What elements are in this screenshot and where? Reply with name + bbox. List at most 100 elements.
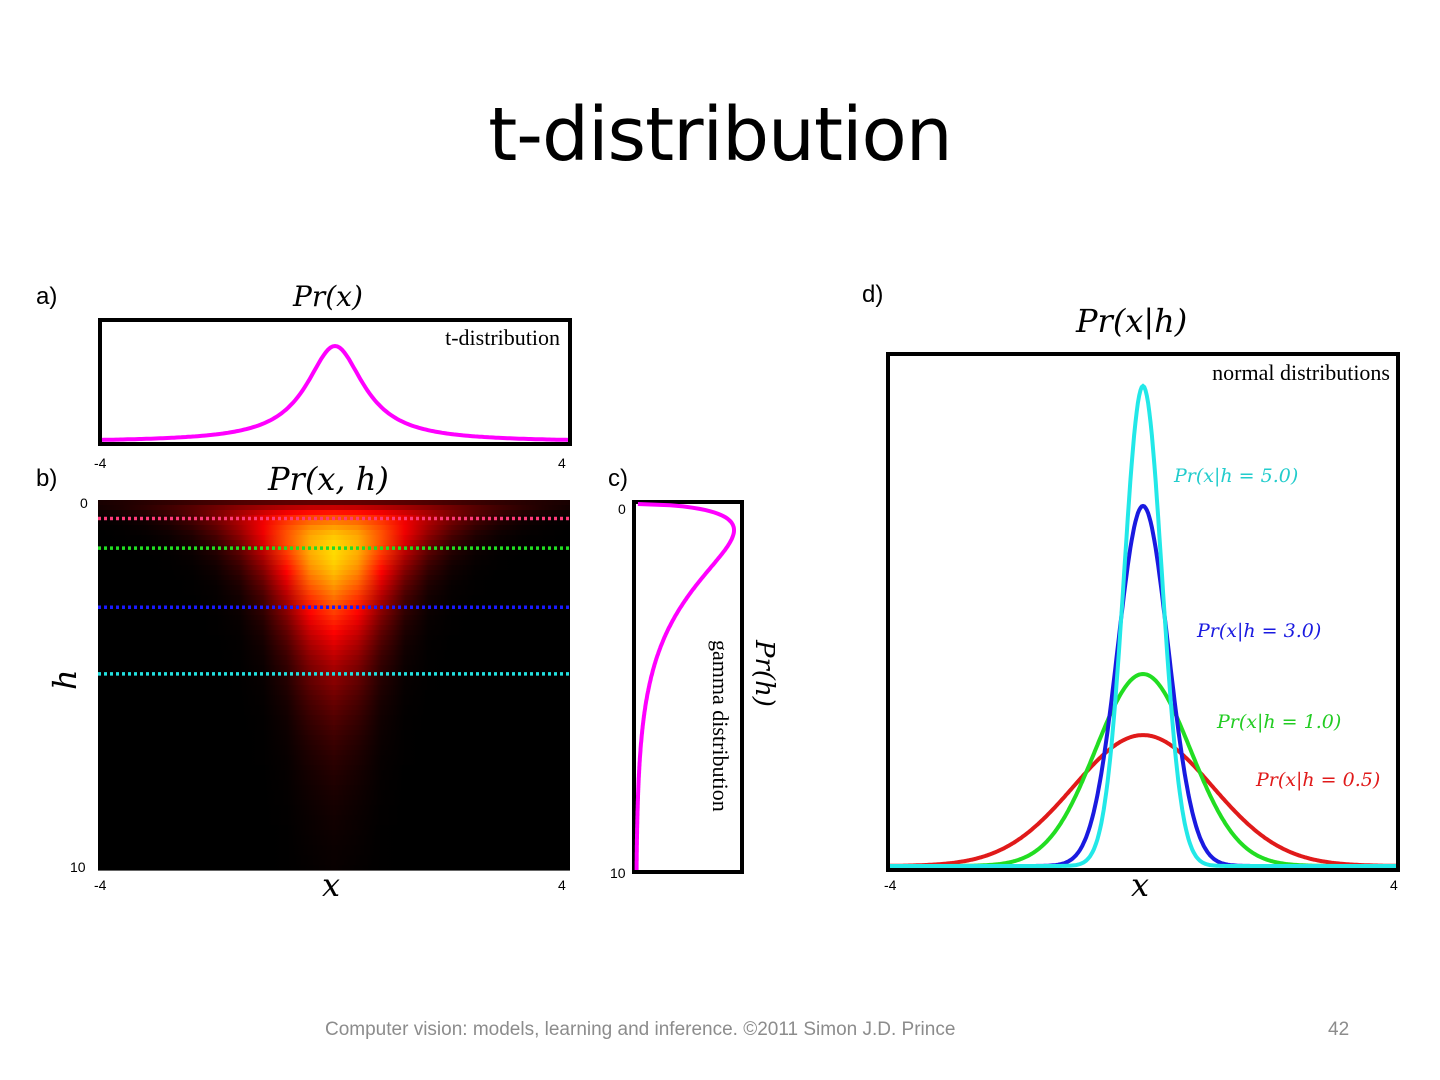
normal-curves [890, 383, 1396, 868]
heatmap-row [98, 780, 570, 786]
heatmap-row [98, 530, 570, 536]
heatmap-row [98, 510, 570, 516]
heatmap-row [98, 685, 570, 691]
heatmap-row [98, 610, 570, 616]
heatmap-row [98, 840, 570, 846]
panel-d-legend: normal distributions [1212, 360, 1390, 385]
panel-a-xtick-min: -4 [94, 455, 107, 471]
heatmap-row [98, 845, 570, 851]
heatmap-row [98, 820, 570, 826]
heatmap-row [98, 775, 570, 781]
heatmap-row [98, 550, 570, 556]
heatmap-row [98, 770, 570, 776]
label-h05: Pr(x|h = 0.5) [1255, 769, 1380, 791]
heatmap-row [98, 800, 570, 806]
heatmap-row [98, 795, 570, 801]
heatmap-row [98, 855, 570, 861]
panel-d-letter: d) [862, 281, 883, 308]
panel-a-frame [98, 318, 572, 446]
heatmap-row [98, 825, 570, 831]
normal-curve-h0-5 [890, 733, 1396, 868]
panel-d-frame [886, 352, 1400, 872]
panel-b-ylabel: h [46, 669, 84, 690]
heatmap-slices [98, 516, 570, 676]
heatmap-row [98, 710, 570, 716]
heatmap-row [98, 655, 570, 661]
panel-b-xtick-max: 4 [558, 877, 566, 893]
heatmap-row [98, 665, 570, 671]
heatmap-row [98, 565, 570, 571]
t-distribution-curve [101, 343, 569, 442]
panel-c-ytick-max: 10 [610, 865, 626, 881]
heatmap-row [98, 500, 570, 506]
heatmap-row [98, 625, 570, 631]
heatmap-row [98, 570, 570, 576]
label-h5: Pr(x|h = 5.0) [1173, 465, 1298, 487]
heatmap-row [98, 535, 570, 541]
heatmap-row [98, 810, 570, 816]
heatmap-row [98, 525, 570, 531]
heatmap-row [98, 745, 570, 751]
heatmap-row [98, 835, 570, 841]
heatmap-row [98, 755, 570, 761]
heatmap-row [98, 645, 570, 651]
heatmap-row [98, 600, 570, 606]
panel-c-letter: c) [608, 465, 628, 492]
heatmap-row [98, 740, 570, 746]
heatmap-row [98, 615, 570, 621]
panel-c-title: Pr(h) [749, 639, 779, 707]
heatmap-row [98, 690, 570, 696]
panel-c-frame [632, 500, 744, 874]
heatmap-row [98, 705, 570, 711]
heatmap-row [98, 675, 570, 681]
heatmap-row [98, 695, 570, 701]
label-h3: Pr(x|h = 3.0) [1196, 620, 1321, 642]
heatmap-row [98, 720, 570, 726]
panel-c-legend: gamma distribution [708, 640, 733, 812]
heatmap-row [98, 865, 570, 871]
heatmap-row [98, 560, 570, 566]
panel-b-title: Pr(x, h) [267, 460, 389, 498]
panel-d-title: Pr(x|h) [1075, 302, 1187, 340]
panel-b-ytick-max: 10 [70, 859, 86, 875]
page-number: 42 [1328, 1019, 1350, 1040]
heatmap-row [98, 860, 570, 866]
heatmap-row [98, 575, 570, 581]
heatmap-row [98, 585, 570, 591]
panel-d-xlabel: x [1131, 866, 1149, 904]
heatmap-row [98, 595, 570, 601]
heatmap-row [98, 635, 570, 641]
heatmap-row [98, 830, 570, 836]
joint-heatmap [98, 500, 570, 871]
panel-a-letter: a) [36, 283, 57, 310]
heatmap-row [98, 620, 570, 626]
heatmap-row [98, 815, 570, 821]
gamma-curve [634, 502, 736, 870]
heatmap-row [98, 790, 570, 796]
heatmap-row [98, 580, 570, 586]
heatmap-row [98, 735, 570, 741]
heatmap-row [98, 540, 570, 546]
normal-curve-h5 [890, 383, 1396, 868]
footer-text: Computer vision: models, learning and in… [325, 1019, 956, 1040]
panel-b-xlabel: x [322, 866, 340, 904]
panel-d-xtick-max: 4 [1390, 877, 1398, 893]
heatmap-row [98, 680, 570, 686]
heatmap-row [98, 640, 570, 646]
heatmap-row [98, 725, 570, 731]
heatmap-row [98, 650, 570, 656]
heatmap-row [98, 730, 570, 736]
heatmap-row [98, 850, 570, 856]
heatmap-row [98, 785, 570, 791]
panel-a-title: Pr(x) [292, 280, 363, 313]
heatmap-row [98, 765, 570, 771]
panel-b-letter: b) [36, 465, 57, 492]
slide-title: t-distribution [488, 92, 952, 178]
heatmap-row [98, 805, 570, 811]
label-h1: Pr(x|h = 1.0) [1216, 711, 1341, 733]
panel-d-xtick-min: -4 [884, 877, 897, 893]
panel-b-ytick-min: 0 [80, 495, 88, 511]
heatmap-row [98, 590, 570, 596]
heatmap-row [98, 660, 570, 666]
